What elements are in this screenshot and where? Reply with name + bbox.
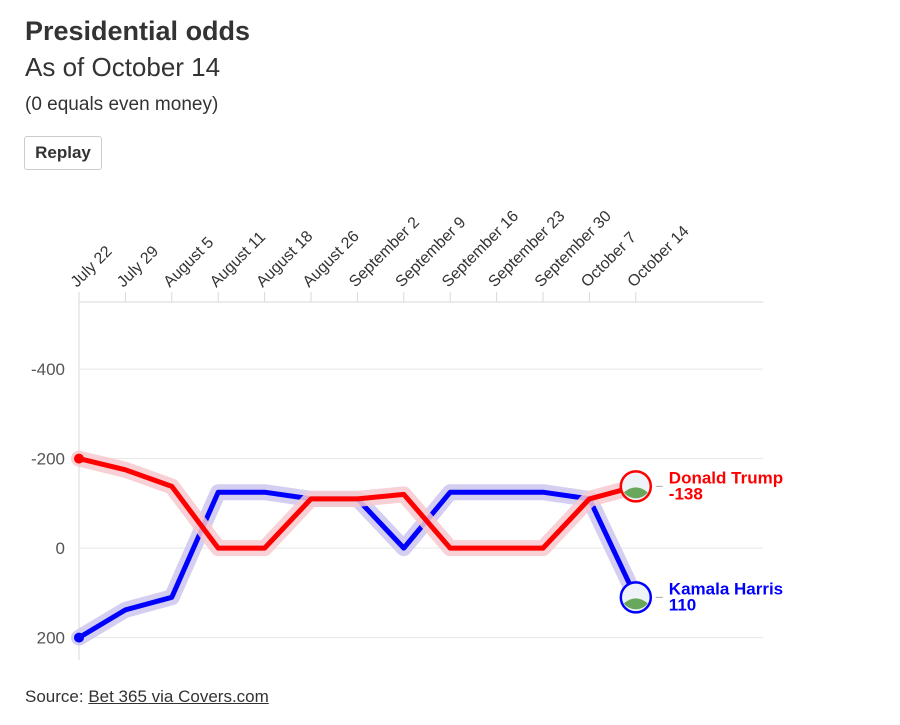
x-tick-label: October 14 [625,223,693,291]
chart-subtitle: As of October 14 [25,52,221,82]
kamala-harris-avatar-image [623,598,648,610]
source-note: Source: Bet 365 via Covers.com [25,687,269,707]
y-tick-label: 0 [56,539,65,558]
chart-note: (0 equals even money) [25,94,219,115]
donald-trump-end-label: Donald Trump-138 [619,468,783,503]
y-tick-label: 200 [37,629,65,648]
x-tick-label: July 22 [68,243,116,291]
series-lines [71,450,644,646]
x-tick-label: August 5 [161,234,218,291]
donald-trump-name-label: Donald Trump [669,468,783,487]
chart-title: Presidential odds [25,16,251,46]
grid-lines [78,292,763,660]
donald-trump-series-line [76,456,639,551]
donald-trump-start-point [74,453,84,464]
kamala-harris-name-label: Kamala Harris [669,579,783,598]
kamala-harris-series-line [76,489,639,641]
donald-trump-avatar-image [623,487,648,499]
y-axis-labels: -400 -200 0 200 [31,360,65,648]
x-tick-label: July 29 [114,243,162,291]
y-tick-label: -200 [31,450,65,469]
kamala-harris-value-label: 110 [669,595,696,614]
source-link[interactable]: Bet 365 via Covers.com [88,687,269,706]
y-tick-label: -400 [31,360,65,379]
replay-button[interactable]: Replay [24,136,102,170]
kamala-harris-start-point [74,632,84,643]
kamala-harris-series-glow [71,484,644,646]
donald-trump-value-label: -138 [669,484,703,503]
source-prefix: Source: [25,687,89,706]
